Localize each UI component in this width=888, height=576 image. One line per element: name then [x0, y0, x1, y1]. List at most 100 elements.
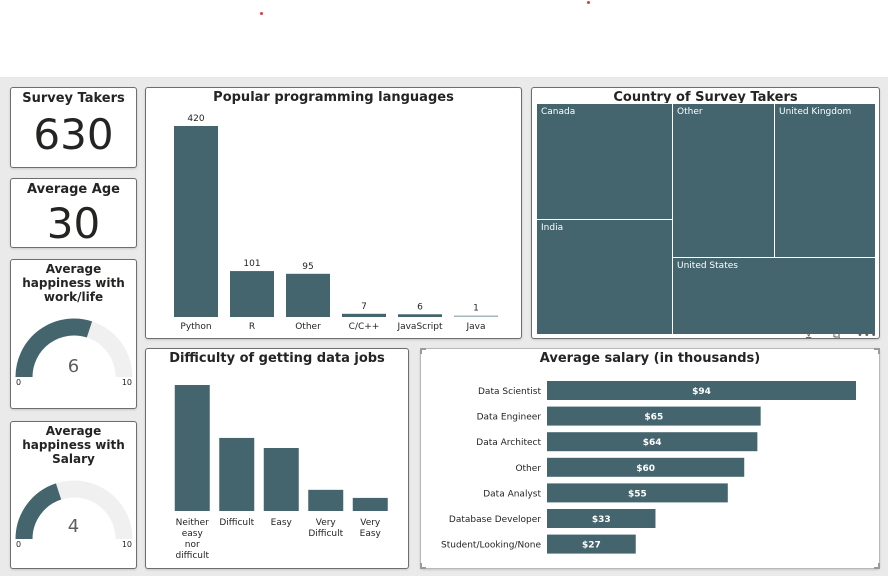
bar[interactable] [547, 432, 758, 452]
category-label: Neither [176, 518, 210, 528]
category-label: Data Architect [476, 438, 541, 448]
gauge-card-work-life[interactable]: Average happiness with work/life 6 0 10 [10, 259, 137, 409]
bar-data-label: $64 [643, 438, 662, 448]
treemap-cell-united-kingdom[interactable]: United Kingdom [774, 103, 876, 258]
resize-handle[interactable] [420, 563, 426, 569]
category-label: easy [182, 529, 204, 539]
chart-card-job-difficulty[interactable]: Difficulty of getting data jobs Neither e… [145, 348, 409, 569]
kpi-card-survey-takers[interactable]: Survey Takers 630 [10, 87, 137, 168]
kpi-title: Survey Takers [22, 91, 125, 106]
chart-title: Popular programming languages [213, 90, 454, 105]
treemap-label: United States [677, 261, 738, 271]
category-label: Python [180, 322, 211, 332]
bar[interactable] [547, 509, 656, 528]
bar[interactable] [547, 534, 636, 554]
category-label: Other [515, 464, 541, 474]
chart-title: Average salary (in thousands) [539, 351, 761, 366]
bar[interactable] [547, 483, 728, 503]
bar-data-label: $55 [628, 489, 647, 499]
chart-card-country-treemap[interactable]: Country of Survey Takers Canada India Ot… [531, 87, 880, 339]
category-label: Easy [360, 529, 382, 539]
category-label: Difficult [308, 529, 343, 539]
kpi-value: 30 [46, 199, 101, 248]
gauge-chart [15, 480, 133, 540]
chart-card-average-salary[interactable]: Average salary (in thousands) Data Scien… [420, 348, 880, 569]
category-label: Database Developer [449, 515, 541, 525]
category-label: nor [185, 540, 200, 550]
gauge-chart [15, 318, 133, 378]
category-label: Data Engineer [477, 413, 542, 423]
bar-data-label: $65 [644, 413, 663, 423]
gauge-fill [15, 318, 93, 378]
filter-icon[interactable]: ⊻ [805, 330, 813, 341]
chart-card-programming-languages[interactable]: Popular programming languages 420 Python 1… [145, 87, 522, 339]
gauge-card-salary[interactable]: Average happiness with Salary 4 0 10 [10, 421, 137, 569]
category-label: R [249, 322, 255, 332]
treemap-label: Other [677, 107, 703, 117]
treemap-cell-india[interactable]: India [536, 219, 673, 335]
bar[interactable] [398, 314, 442, 317]
bar-data-label: $60 [636, 464, 655, 474]
category-label: C/C++ [349, 322, 380, 332]
treemap-label: Canada [541, 107, 576, 117]
bar-data-label: 1 [473, 304, 479, 314]
average-salary-bar-chart: Data Scientist $94 Data Engineer $65 Data Ar… [441, 381, 856, 554]
bar-data-label: $33 [592, 515, 611, 525]
bar-data-label: 95 [302, 262, 313, 272]
chart-title: Difficulty of getting data jobs [169, 351, 385, 366]
category-label: difficult [175, 551, 209, 561]
gauge-min-label: 0 [16, 540, 22, 549]
gauge-title: Average happiness with work/life [22, 262, 125, 304]
category-label: Other [295, 322, 321, 332]
gauge-max-label: 10 [121, 540, 132, 549]
bar[interactable] [352, 497, 388, 511]
resize-handle[interactable] [874, 563, 880, 569]
bar[interactable] [454, 315, 498, 318]
focus-mode-icon[interactable]: ⧉ [833, 330, 841, 341]
category-label: Easy [271, 518, 293, 528]
treemap-label: India [541, 223, 564, 233]
bar[interactable] [547, 406, 761, 426]
bar[interactable] [547, 381, 856, 400]
bar[interactable] [547, 457, 745, 477]
category-label: Data Analyst [483, 489, 541, 499]
category-label: Very [360, 518, 381, 528]
bar[interactable] [308, 489, 344, 511]
bar-data-label: $27 [582, 541, 601, 551]
more-options-icon[interactable]: ••• [857, 330, 878, 341]
report-header-band [0, 0, 888, 78]
resize-handle[interactable] [420, 348, 426, 354]
kpi-value: 630 [33, 110, 114, 159]
gauge-title: Average happiness with Salary [22, 424, 125, 466]
bar-data-label: 420 [187, 114, 204, 124]
marker-dot [260, 12, 263, 15]
category-label: Difficult [219, 518, 254, 528]
report-canvas: Survey Takers 630 Average Age 30 Average… [0, 78, 888, 576]
bar[interactable] [286, 273, 330, 317]
kpi-card-average-age[interactable]: Average Age 30 [10, 178, 137, 248]
bar[interactable] [263, 448, 299, 511]
bar-data-label: $94 [692, 387, 711, 397]
bar[interactable] [174, 385, 210, 511]
gauge-fill [15, 483, 62, 540]
treemap-label: United Kingdom [779, 107, 852, 117]
gauge-value: 6 [67, 356, 80, 377]
bar[interactable] [230, 271, 274, 317]
resize-handle[interactable] [874, 348, 880, 354]
bar[interactable] [174, 126, 218, 317]
treemap-cell-canada[interactable]: Canada [536, 103, 673, 220]
treemap-cell-united-states[interactable]: United States [672, 257, 876, 335]
category-label: JavaScript [396, 322, 443, 332]
bar-data-label: 7 [361, 302, 367, 312]
category-label: Student/Looking/None [441, 541, 541, 551]
kpi-title: Average Age [27, 182, 120, 197]
gauge-value: 4 [67, 516, 80, 537]
category-label: Very [316, 518, 337, 528]
bar-data-label: 6 [417, 302, 423, 312]
programming-languages-bar-chart: 420 Python 101 R 95 Other 7 C/C++ 6 JavaScript 1 Ja… [174, 114, 498, 332]
bar[interactable] [342, 313, 386, 317]
bar[interactable] [219, 437, 255, 511]
treemap-cell-other[interactable]: Other [672, 103, 775, 258]
visual-header-icons: ⊻ ⧉ ••• [805, 330, 877, 344]
